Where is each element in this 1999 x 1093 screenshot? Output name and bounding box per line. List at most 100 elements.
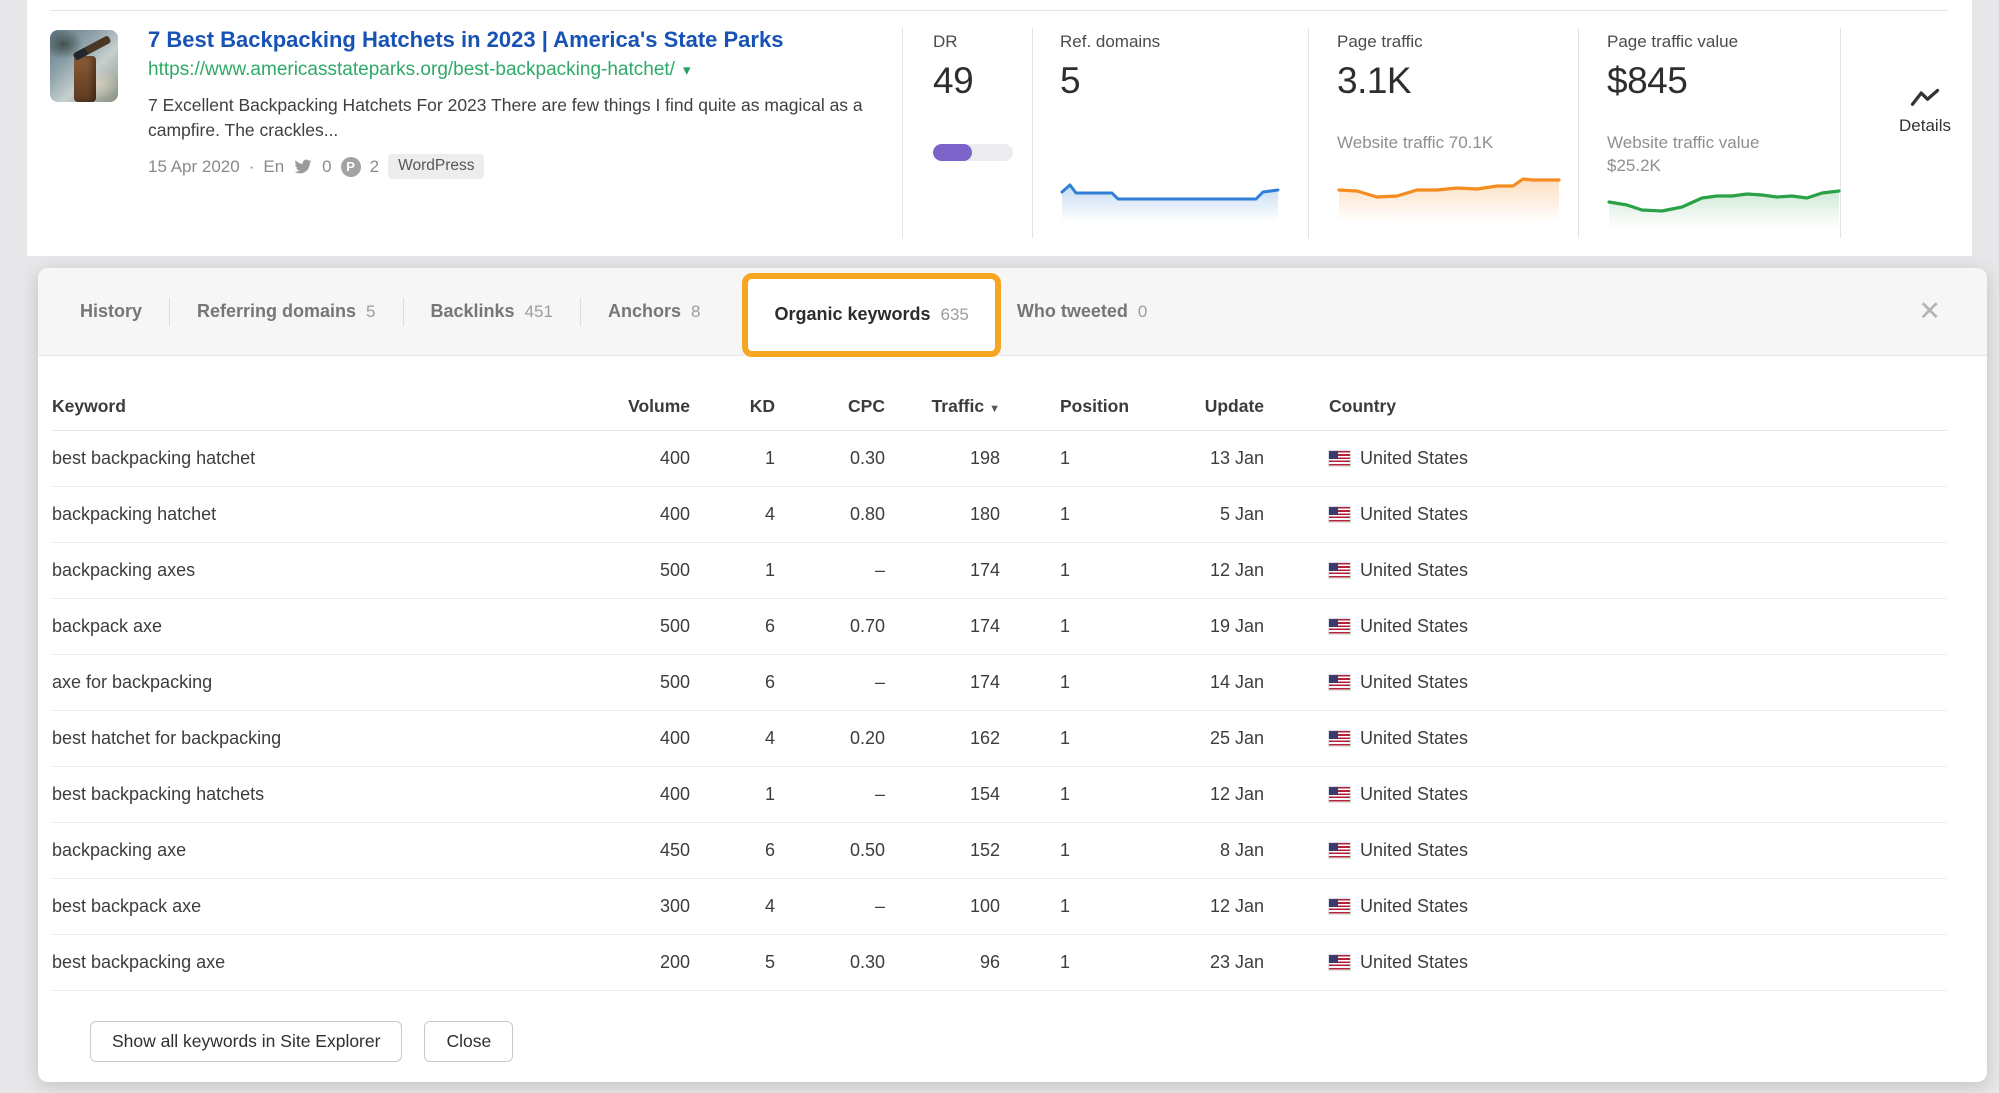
dr-value: 49 — [933, 60, 974, 101]
sort-desc-icon: ▼ — [989, 403, 1000, 416]
header-update[interactable]: Update — [1176, 384, 1264, 431]
cpc-cell: – — [775, 542, 885, 599]
keyword-cell[interactable]: best hatchet for backpacking — [52, 710, 472, 767]
keyword-cell[interactable]: best backpacking hatchet — [52, 430, 472, 487]
keyword-cell[interactable]: best backpacking axe — [52, 934, 472, 991]
column-divider — [902, 28, 903, 238]
table-row[interactable]: best backpacking axe 200 5 0.30 96 1 23 … — [52, 934, 1947, 991]
tab-organic-keywords[interactable]: Organic keywords 635 — [742, 272, 1001, 357]
position-cell: 1 — [1000, 542, 1176, 599]
kd-cell: 1 — [690, 542, 775, 599]
twitter-count: 0 — [322, 156, 332, 176]
traffic-cell: 162 — [885, 710, 1000, 767]
cpc-cell: 0.30 — [775, 934, 885, 991]
keyword-cell[interactable]: backpack axe — [52, 598, 472, 655]
result-meta-row: 15 Apr 2020 · En 0 P 2 WordPress — [148, 154, 938, 180]
update-cell: 14 Jan — [1176, 654, 1264, 711]
tab-who-tweeted[interactable]: Who tweeted 0 — [1016, 301, 1148, 321]
dr-label: DR — [933, 32, 958, 51]
us-flag-icon — [1329, 450, 1350, 466]
header-kd[interactable]: KD — [690, 384, 775, 431]
meta-dot: · — [248, 156, 255, 176]
result-card: 7 Best Backpacking Hatchets in 2023 | Am… — [27, 0, 1972, 256]
table-row[interactable]: backpack axe 500 6 0.70 174 1 19 Jan Uni… — [52, 598, 1947, 655]
column-divider — [1308, 28, 1309, 238]
traffic-value-sparkline — [1607, 189, 1841, 228]
tab-separator — [579, 297, 581, 326]
details-button[interactable]: Details — [1865, 88, 1985, 136]
column-divider — [1032, 28, 1033, 238]
country-cell: United States — [1264, 598, 1947, 655]
ref-domains-value: 5 — [1060, 60, 1081, 101]
cpc-cell: 0.20 — [775, 710, 885, 767]
close-icon[interactable]: ✕ — [1918, 296, 1941, 326]
kd-cell: 4 — [690, 878, 775, 935]
row-divider — [50, 10, 1948, 11]
kd-cell: 6 — [690, 598, 775, 655]
us-flag-icon — [1329, 506, 1350, 522]
header-cpc[interactable]: CPC — [775, 384, 885, 431]
table-row[interactable]: best backpacking hatchets 400 1 – 154 1 … — [52, 766, 1947, 823]
ref-domains-sparkline — [1060, 183, 1280, 222]
keyword-cell[interactable]: backpacking axes — [52, 542, 472, 599]
chevron-down-icon[interactable]: ▾ — [682, 61, 691, 79]
country-cell: United States — [1264, 654, 1947, 711]
kd-cell: 6 — [690, 654, 775, 711]
tab-history[interactable]: History — [80, 301, 143, 321]
table-row[interactable]: backpacking axes 500 1 – 174 1 12 Jan Un… — [52, 542, 1947, 599]
keyword-cell[interactable]: best backpacking hatchets — [52, 766, 472, 823]
table-row[interactable]: best hatchet for backpacking 400 4 0.20 … — [52, 710, 1947, 767]
us-flag-icon — [1329, 730, 1350, 746]
table-row[interactable]: backpacking hatchet 400 4 0.80 180 1 5 J… — [52, 486, 1947, 543]
header-position[interactable]: Position — [1000, 384, 1176, 431]
keyword-cell[interactable]: axe for backpacking — [52, 654, 472, 711]
header-volume[interactable]: Volume — [472, 384, 690, 431]
page-traffic-label: Page traffic — [1337, 32, 1423, 51]
position-cell: 1 — [1000, 598, 1176, 655]
update-cell: 8 Jan — [1176, 822, 1264, 879]
us-flag-icon — [1329, 842, 1350, 858]
result-title-link[interactable]: 7 Best Backpacking Hatchets in 2023 | Am… — [148, 27, 784, 52]
cpc-cell: 0.50 — [775, 822, 885, 879]
volume-cell: 400 — [472, 486, 690, 543]
result-url-link[interactable]: https://www.americasstateparks.org/best-… — [148, 58, 675, 80]
update-cell: 19 Jan — [1176, 598, 1264, 655]
header-keyword[interactable]: Keyword — [52, 384, 472, 431]
volume-cell: 450 — [472, 822, 690, 879]
update-cell: 23 Jan — [1176, 934, 1264, 991]
cms-badge: WordPress — [388, 154, 485, 180]
tab-backlinks[interactable]: Backlinks 451 — [430, 301, 553, 321]
keyword-cell[interactable]: backpacking hatchet — [52, 486, 472, 543]
country-cell: United States — [1264, 934, 1947, 991]
show-all-keywords-button[interactable]: Show all keywords in Site Explorer — [90, 1021, 403, 1062]
us-flag-icon — [1329, 898, 1350, 914]
keywords-table: Keyword Volume KD CPC Traffic ▼ Position … — [52, 384, 1947, 991]
keyword-cell[interactable]: best backpack axe — [52, 878, 472, 935]
us-flag-icon — [1329, 954, 1350, 970]
position-cell: 1 — [1000, 710, 1176, 767]
keywords-panel: History Referring domains 5 Backlinks 451 … — [38, 268, 1987, 1082]
header-traffic[interactable]: Traffic ▼ — [885, 384, 1000, 431]
cpc-cell: – — [775, 766, 885, 823]
table-row[interactable]: best backpacking hatchet 400 1 0.30 198 … — [52, 430, 1947, 487]
tab-separator — [402, 297, 404, 326]
table-row[interactable]: axe for backpacking 500 6 – 174 1 14 Jan… — [52, 654, 1947, 711]
kd-cell: 4 — [690, 710, 775, 767]
cpc-cell: – — [775, 878, 885, 935]
position-cell: 1 — [1000, 654, 1176, 711]
tab-anchors[interactable]: Anchors 8 — [607, 301, 701, 321]
result-language: En — [263, 156, 285, 176]
page-traffic-sparkline — [1337, 177, 1561, 222]
table-row[interactable]: best backpack axe 300 4 – 100 1 12 Jan U… — [52, 878, 1947, 935]
metric-page-traffic: Page traffic 3.1K Website traffic 70.1K — [1337, 32, 1577, 222]
website-traffic-sub: Website traffic 70.1K — [1337, 133, 1494, 152]
tab-referring-domains[interactable]: Referring domains 5 — [197, 301, 376, 321]
volume-cell: 300 — [472, 878, 690, 935]
volume-cell: 200 — [472, 934, 690, 991]
volume-cell: 400 — [472, 710, 690, 767]
keyword-cell[interactable]: backpacking axe — [52, 822, 472, 879]
result-thumbnail-image[interactable] — [50, 30, 118, 102]
table-row[interactable]: backpacking axe 450 6 0.50 152 1 8 Jan U… — [52, 822, 1947, 879]
close-button[interactable]: Close — [424, 1021, 514, 1062]
